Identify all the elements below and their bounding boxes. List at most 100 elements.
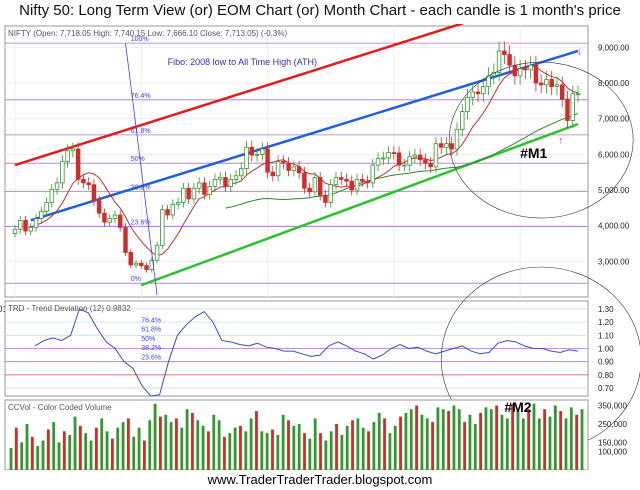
candle-body <box>386 152 391 159</box>
volume-bar <box>191 412 194 470</box>
volume-bar <box>479 412 483 470</box>
indicator-fib-label: 50% <box>141 336 155 343</box>
volume-bar <box>62 431 66 470</box>
candle-body <box>207 186 212 195</box>
m2-annotation: #M2 <box>504 399 531 415</box>
volume-bar <box>20 442 24 470</box>
indicator-y-tick-label: 0.70 <box>598 384 614 393</box>
candle-body <box>233 175 239 180</box>
volume-bar <box>84 433 88 470</box>
indicator-y-tick-label: 0.80 <box>598 371 614 380</box>
volume-bar <box>404 412 408 470</box>
volume-bar <box>335 423 338 470</box>
volume-bar <box>516 411 520 470</box>
candle-body <box>112 214 118 219</box>
candle-body <box>328 184 333 203</box>
candle-body <box>91 184 97 202</box>
m1-ellipse <box>448 61 634 219</box>
candle-body <box>465 96 470 112</box>
candle-body <box>212 178 218 187</box>
candle-body <box>344 178 349 182</box>
candle-body <box>391 152 397 154</box>
indicator-panel-header: TRD - Trend Deviation (12) 0.9832 <box>8 304 131 313</box>
volume-bar <box>361 427 365 470</box>
candle-body <box>317 177 323 196</box>
candle-body <box>39 211 44 219</box>
candle-body <box>23 219 28 232</box>
candle-body <box>217 177 223 180</box>
candle-body <box>544 79 549 86</box>
volume-bar <box>436 407 440 470</box>
volume-bar <box>265 433 269 470</box>
candle-body <box>249 146 255 156</box>
volume-bar <box>495 405 499 470</box>
candle-body <box>381 157 386 160</box>
volume-bar <box>132 436 136 470</box>
candle-body <box>559 84 565 100</box>
candle-body <box>307 187 312 193</box>
candle-body <box>165 209 170 216</box>
indicator-y-tick-label: 1.30 <box>598 305 614 314</box>
volume-bar <box>116 427 120 470</box>
volume-bar <box>580 409 584 470</box>
volume-bar <box>185 409 189 470</box>
candle-body <box>370 164 376 184</box>
volume-bar <box>537 418 541 470</box>
volume-bar <box>564 418 568 470</box>
candle-body <box>44 202 49 212</box>
volume-bar <box>559 411 563 470</box>
volume-bar <box>180 427 184 470</box>
volume-bar <box>217 420 221 470</box>
candle-body <box>81 178 86 184</box>
volume-bar <box>78 425 82 470</box>
candle-body <box>54 182 60 190</box>
volume-bar <box>457 409 461 470</box>
candle-body <box>191 187 197 200</box>
volume-bar <box>14 427 18 470</box>
volume-y-tick-label: 150,000 <box>598 438 627 447</box>
candle-body <box>533 64 539 84</box>
volume-bar <box>553 405 557 470</box>
candle-body <box>538 82 544 86</box>
candle-body <box>228 178 233 187</box>
indicator-y-tick-label: 1.20 <box>598 318 614 327</box>
volume-bar <box>297 423 301 470</box>
candle-body <box>102 212 107 223</box>
candle-body <box>312 177 318 193</box>
fib-level-label: 100% <box>131 36 149 43</box>
candle-body <box>70 148 76 152</box>
volume-bar <box>425 418 429 470</box>
candle-body <box>86 182 91 186</box>
stock-chart: 3,000.00 4,000.00 5,000.00 6,000.00 7,000.00… <box>0 24 640 470</box>
price-panel-frame <box>4 25 589 298</box>
price-y-tick-label: 9,000.00 <box>598 43 630 52</box>
volume-bar <box>276 435 280 470</box>
candle-body <box>365 180 370 184</box>
candle-body <box>375 158 381 166</box>
volume-bar <box>30 436 34 470</box>
candle-body <box>481 86 486 95</box>
candle-body <box>502 50 507 55</box>
candle-body <box>302 172 307 189</box>
volume-bar <box>351 420 354 470</box>
volume-bar <box>367 431 370 470</box>
volume-bar <box>303 433 306 470</box>
volume-bar <box>399 416 402 470</box>
volume-bar <box>121 422 125 470</box>
candle-body <box>449 143 454 150</box>
volume-bar <box>143 440 146 470</box>
volume-bar <box>105 431 109 470</box>
candle-body <box>454 129 460 150</box>
volume-bar <box>9 447 13 470</box>
volume-bar <box>196 420 200 470</box>
volume-y-tick-label: 100,000 <box>598 448 627 457</box>
volume-bar <box>228 433 232 470</box>
candle-body <box>349 180 354 191</box>
candle-body <box>281 161 286 164</box>
volume-bar <box>292 425 296 470</box>
volume-bar <box>548 416 552 470</box>
candle-body <box>244 146 249 170</box>
volume-bar <box>223 436 226 470</box>
candle-body <box>486 75 491 88</box>
candle-body <box>12 228 18 234</box>
